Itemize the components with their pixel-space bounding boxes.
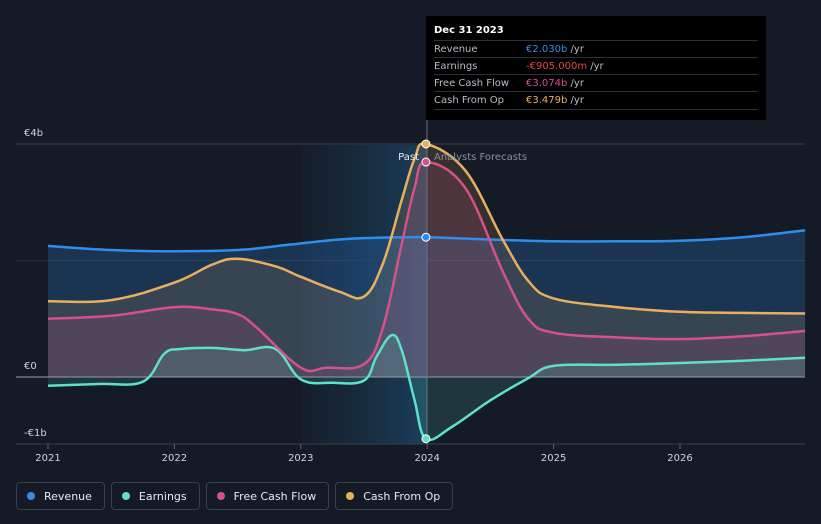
revenue-dot-icon — [27, 492, 35, 500]
tooltip-number: -€905.000m — [526, 61, 588, 72]
tooltip-value: €3.074b /yr — [526, 75, 584, 92]
y-tick-top: €4b — [24, 128, 43, 139]
legend-item-earnings[interactable]: Earnings — [110, 482, 200, 510]
tooltip-label: Free Cash Flow — [434, 78, 510, 89]
x-tick-label: 2022 — [162, 453, 187, 464]
series-lines — [47, 142, 806, 442]
tooltip-row-fcf: Free Cash Flow €3.074b /yr — [434, 74, 758, 92]
y-tick-zero: €0 — [24, 361, 37, 372]
x-tick-label: 2024 — [414, 453, 439, 464]
legend: Revenue Earnings Free Cash Flow Cash Fro… — [16, 482, 454, 512]
hover-markers — [421, 139, 431, 444]
tooltip-label: Cash From Op — [434, 95, 505, 106]
tooltip-value: -€905.000m /yr — [526, 58, 604, 75]
tooltip-value: €2.030b /yr — [526, 41, 584, 58]
revenue-marker — [421, 232, 431, 242]
x-tick-label: 2026 — [667, 453, 692, 464]
tooltip-label: Earnings — [434, 61, 478, 72]
tooltip-unit: /yr — [570, 78, 584, 89]
fcf-line — [47, 160, 806, 373]
legend-item-cash-from-op[interactable]: Cash From Op — [335, 482, 454, 510]
tooltip-row-cfo: Cash From Op €3.479b /yr — [434, 91, 758, 110]
tooltip: Dec 31 2023 Revenue €2.030b /yr Earnings… — [426, 16, 766, 120]
tooltip-number: €2.030b — [526, 44, 568, 55]
tooltip-row-revenue: Revenue €2.030b /yr — [434, 40, 758, 58]
x-tick-label: 2023 — [288, 453, 313, 464]
x-axis: 2021 2022 2023 2024 2025 2026 — [35, 444, 693, 464]
earnings-marker — [421, 434, 431, 444]
legend-item-free-cash-flow[interactable]: Free Cash Flow — [205, 482, 330, 510]
past-shade — [301, 145, 427, 444]
fcf-marker — [421, 157, 431, 167]
past-label: Past — [398, 152, 419, 163]
free-cash-flow-dot-icon — [216, 492, 225, 500]
legend-label: Earnings — [138, 489, 187, 503]
x-tick-label: 2021 — [35, 453, 60, 464]
tooltip-number: €3.074b — [526, 78, 568, 89]
earnings-dot-icon — [121, 492, 130, 500]
cfo-line — [47, 142, 806, 315]
y-tick-bottom: -€1b — [24, 428, 47, 439]
tooltip-label: Revenue — [434, 44, 478, 55]
tooltip-date: Dec 31 2023 — [434, 25, 504, 36]
earnings-line — [47, 333, 806, 442]
forecast-label: Analysts Forecasts — [434, 152, 527, 163]
cfo-marker — [421, 139, 431, 149]
tooltip-unit: /yr — [590, 61, 604, 72]
tooltip-unit: /yr — [570, 95, 584, 106]
cash-from-op-dot-icon — [346, 492, 355, 500]
legend-label: Revenue — [44, 489, 92, 503]
tooltip-number: €3.479b — [526, 95, 568, 106]
tooltip-value: €3.479b /yr — [526, 92, 584, 109]
tooltip-row-earnings: Earnings -€905.000m /yr — [434, 57, 758, 75]
tooltip-unit: /yr — [570, 44, 584, 55]
x-tick-label: 2025 — [541, 453, 566, 464]
legend-item-revenue[interactable]: Revenue — [16, 482, 105, 510]
legend-label: Cash From Op — [363, 489, 441, 503]
legend-label: Free Cash Flow — [233, 489, 317, 503]
